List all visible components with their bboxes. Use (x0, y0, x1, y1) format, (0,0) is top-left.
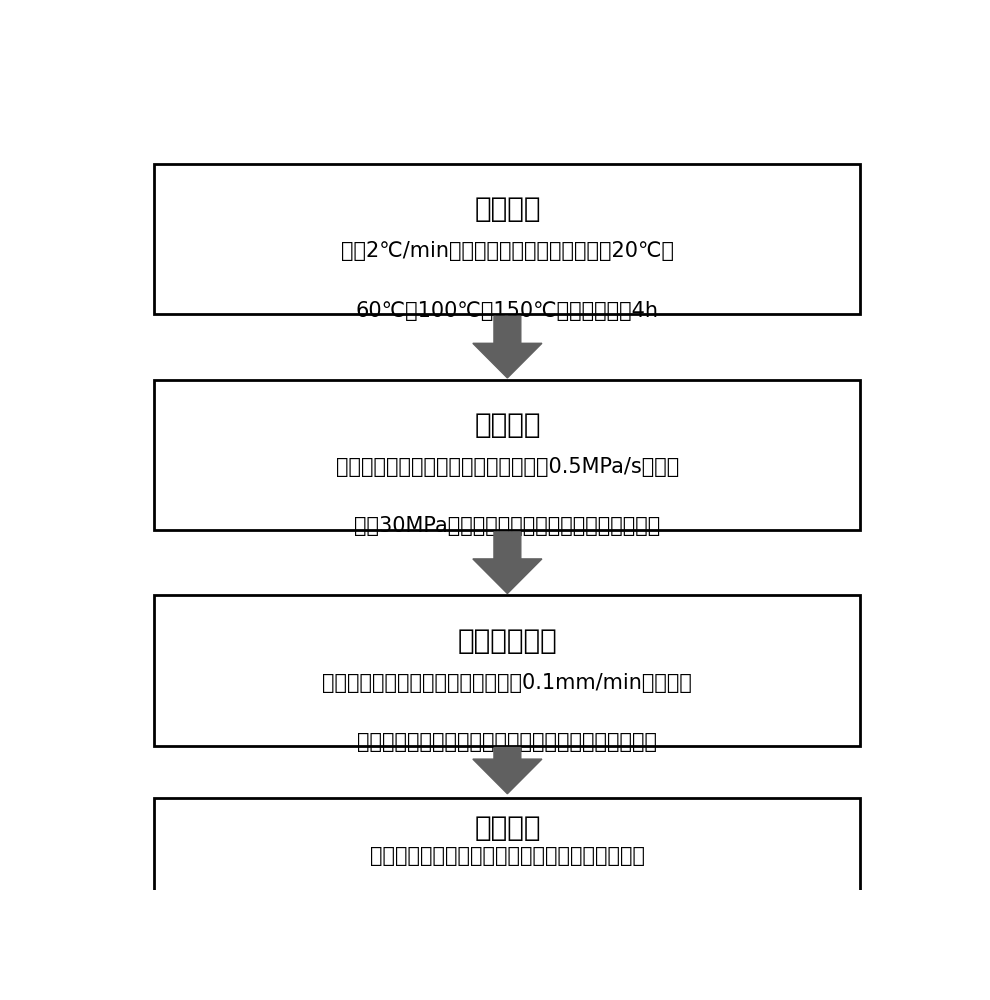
Text: 采用位移控制轴向应力，加载速率为0.1mm/min，直至试: 采用位移控制轴向应力，加载速率为0.1mm/min，直至试 (323, 673, 692, 693)
FancyBboxPatch shape (154, 380, 860, 530)
Text: 三轴压缩试验: 三轴压缩试验 (457, 627, 557, 655)
Polygon shape (473, 316, 542, 378)
Text: 加热处理: 加热处理 (474, 195, 541, 223)
Text: 采用应力控制方式控制围压，加载速率0.5MPa/s施加围: 采用应力控制方式控制围压，加载速率0.5MPa/s施加围 (336, 457, 679, 477)
Text: 数据分析: 数据分析 (474, 814, 541, 842)
FancyBboxPatch shape (154, 164, 860, 314)
Text: 进行测试后的数据分析，图形绘制和本构模型验证: 进行测试后的数据分析，图形绘制和本构模型验证 (370, 846, 644, 866)
Text: 按照2℃/min的升温速度加热到预定温度（20℃，: 按照2℃/min的升温速度加热到预定温度（20℃， (341, 241, 674, 261)
Polygon shape (473, 748, 542, 794)
FancyBboxPatch shape (154, 798, 860, 898)
Polygon shape (473, 532, 542, 594)
Text: 压至30MPa，并使围压在试验过程中始终保持不变: 压至30MPa，并使围压在试验过程中始终保持不变 (354, 516, 660, 536)
FancyBboxPatch shape (154, 595, 860, 746)
Text: 控制围压: 控制围压 (474, 411, 541, 439)
Text: 60℃，100℃，150℃）后恒温保持4h: 60℃，100℃，150℃）后恒温保持4h (355, 301, 659, 321)
Text: 件破坏，试验过程中试验系统自动记录轴向和径向变形: 件破坏，试验过程中试验系统自动记录轴向和径向变形 (357, 732, 657, 752)
